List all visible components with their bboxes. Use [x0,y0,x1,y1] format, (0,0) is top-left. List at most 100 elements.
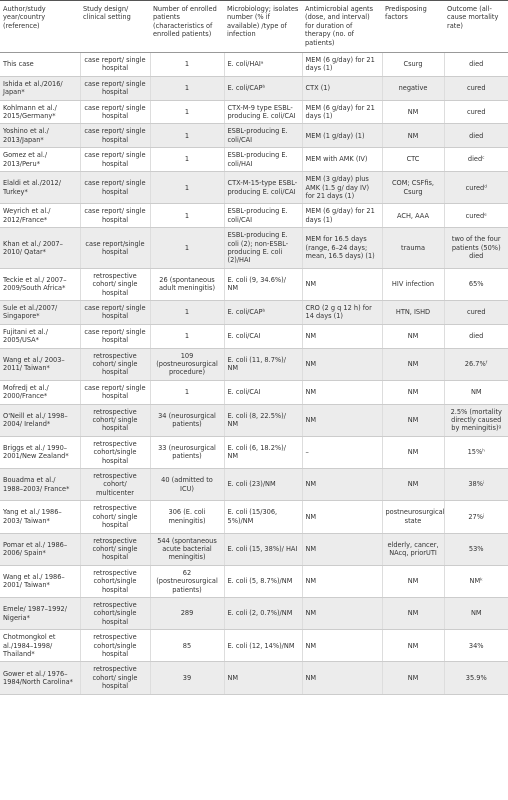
table-cell: E. coli (9, 34.6%)/ NM [223,268,302,301]
table-cell: E. coli (15, 38%)/ HAI [223,533,302,566]
table-body: This case case report/ single hospital 1 E.… [0,52,508,695]
table-cell: Kohlmann et al./ 2015/Germany* [0,100,80,125]
data-table: Author/study year/country (reference) Stu… [0,0,508,695]
table-cell: 26 (spontaneous adult meningitis) [149,268,224,301]
table-cell: Briggs et al./ 1990–2001/New Zealand* [0,436,80,470]
header-row: Author/study year/country (reference) Stu… [0,0,508,54]
table-cell: 1 [149,380,224,405]
table-cell: case report/ single hospital [79,300,150,325]
table-cell: cured [443,76,508,101]
table-cell: NM [301,565,382,598]
table-cell: case report/ single hospital [79,147,150,173]
table-cell: died [443,123,508,149]
table-cell: retrospective cohort/ multicenter [79,468,150,502]
table-cell: Teckie et al./ 2007–2009/South Africa* [0,268,80,301]
table-cell: NM [381,380,444,405]
header-cell: Number of enrolled patients (characteris… [150,0,224,54]
table-cell: NM [443,380,508,405]
table-cell: curedᵈ [443,171,508,205]
table-cell: case report/ single hospital [79,171,150,205]
table-cell: 27%ʲ [443,500,508,534]
table-cell: E. coli/CAI [223,380,302,405]
table-cell: 2.5% (mortality directly caused by menin… [443,404,508,437]
table-cell: retrospective cohort/ single hospital [79,661,150,695]
table-cell: NM [301,629,382,663]
table-cell: Bouadma et al./ 1988–2003/ France* [0,468,80,502]
table-cell: CTX (1) [301,76,382,101]
table-cell: negative [381,76,444,101]
table-cell: 1 [149,227,224,269]
table-cell: Wang et al./ 1986–2001/ Taiwan* [0,565,80,598]
table-cell: 1 [149,203,224,229]
table-cell: postneurosurgical state [381,500,444,534]
table-cell: 1 [149,171,224,205]
table-cell: retrospective cohort/single hospital [79,597,150,631]
table-cell: 38%ⁱ [443,468,508,502]
table-row: Teckie et al./ 2007–2009/South Africa* re… [0,268,508,301]
table-cell: ESBL-producing E. coli/CAI [223,203,302,229]
table-row: Pomar et al./ 1986–2006/ Spain* retrospec… [0,533,508,566]
table-cell: NM [381,629,444,663]
header-cell: Microbiology; isolates number (% if avai… [224,0,302,54]
table-cell: curedᵉ [443,203,508,229]
table-row: Fujitani et al./ 2005/USA* case report/ s… [0,324,508,349]
table-cell: NM [443,597,508,631]
table-cell: Chotmongkol et al./1984–1998/ Thailand* [0,629,80,663]
table-cell: Sule et al./2007/ Singapore* [0,300,80,325]
table-cell: COM; CSFfis, Csurg [381,171,444,205]
table-cell: retrospective cohort/ single hospital [79,348,150,381]
table-cell: NM [301,533,382,566]
table-cell: 1 [149,123,224,149]
table-cell: E. coli/CAPᵇ [223,300,302,325]
table-row: Bouadma et al./ 1988–2003/ France* retros… [0,468,508,502]
table-cell: retrospective cohort/ single hospital [79,533,150,566]
table-cell: Wang et al./ 2003–2011/ Taiwan* [0,348,80,381]
table-cell: CRO (2 g q 12 h) for 14 days (1) [301,300,382,325]
table-row: Gomez et al./ 2013/Peru* case report/ sin… [0,147,508,173]
table-cell: trauma [381,227,444,269]
table-cell: case report/ single hospital [79,203,150,229]
header-cell: Antimicrobial agents (dose, and interval… [302,0,382,54]
table-cell: CTC [381,147,444,173]
table-cell: Gower et al./ 1976–1984/North Carolina* [0,661,80,695]
table-row: Ishida et al./2016/ Japan* case report/ s… [0,76,508,101]
table-cell: 15%ʰ [443,436,508,470]
table-cell: Yoshino et al./ 2013/Japan* [0,123,80,149]
table-cell: ACH, AAA [381,203,444,229]
table-cell: MEM (6 g/day) for 21 days (1) [301,203,382,229]
table-cell: 1 [149,100,224,125]
table-row: Wang et al./ 2003–2011/ Taiwan* retrospec… [0,348,508,381]
table-cell: 65% [443,268,508,301]
table-cell: 34% [443,629,508,663]
table-cell: 1 [149,300,224,325]
table-cell: NM [381,404,444,437]
table-cell: retrospective cohort/single hospital [79,565,150,598]
table-row: Mofredj et al./ 2000/France* case report/… [0,380,508,405]
table-cell: MEM with AMK (IV) [301,147,382,173]
header-cell: Outcome (all-cause mortality rate) [444,0,508,54]
table-cell: Pomar et al./ 1986–2006/ Spain* [0,533,80,566]
header-cell: Study design/ clinical setting [80,0,150,54]
table-cell: NM [301,500,382,534]
table-cell: ESBL-producing E. coli (2); non-ESBL-pro… [223,227,302,269]
table-cell: 1 [149,147,224,173]
table-cell: HTN, ISHD [381,300,444,325]
table-cell: 1 [149,76,224,101]
table-row: Gower et al./ 1976–1984/North Carolina* r… [0,661,508,695]
table-cell: NM [223,661,302,695]
table-cell: Weyrich et al./ 2012/France* [0,203,80,229]
table-row: This case case report/ single hospital 1 E.… [0,52,508,77]
table-cell: case report/ single hospital [79,123,150,149]
table-cell: E. coli (6, 18.2%)/ NM [223,436,302,470]
table-cell: 1 [149,52,224,77]
table-cell: 35.9% [443,661,508,695]
table-cell: 1 [149,324,224,349]
table-cell: retrospective cohort/ single hospital [79,268,150,301]
table-cell: NM [381,324,444,349]
table-cell: NM [381,100,444,125]
table-cell: retrospective cohort/ single hospital [79,404,150,437]
table-cell: 306 (E. coli meningitis) [149,500,224,534]
table-cell: Elaldi et al./2012/ Turkey* [0,171,80,205]
table-row: Wang et al./ 1986–2001/ Taiwan* retrospec… [0,565,508,598]
table-cell: cured [443,100,508,125]
